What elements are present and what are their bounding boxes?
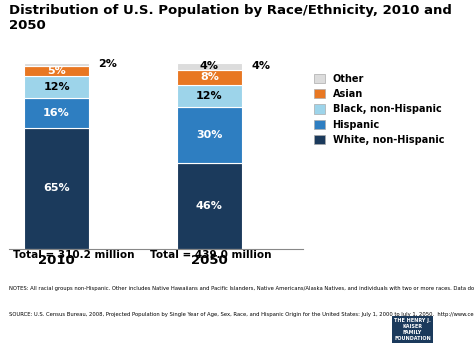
Bar <box>24 62 89 66</box>
Text: 12%: 12% <box>196 91 223 101</box>
Bar <box>177 163 242 248</box>
Text: 30%: 30% <box>196 130 222 140</box>
Bar <box>24 128 89 248</box>
Text: 12%: 12% <box>43 82 70 92</box>
Text: 5%: 5% <box>47 66 66 76</box>
Bar <box>24 66 89 76</box>
Bar <box>177 70 242 85</box>
Text: 4%: 4% <box>200 61 219 71</box>
Bar <box>24 98 89 128</box>
Text: Total = 310.2 million: Total = 310.2 million <box>13 250 134 260</box>
Legend: Other, Asian, Black, non-Hispanic, Hispanic, White, non-Hispanic: Other, Asian, Black, non-Hispanic, Hispa… <box>314 74 444 145</box>
Text: 4%: 4% <box>251 61 270 71</box>
Text: Distribution of U.S. Population by Race/Ethnicity, 2010 and
2050: Distribution of U.S. Population by Race/… <box>9 4 452 32</box>
Bar <box>24 76 89 98</box>
Text: 8%: 8% <box>200 72 219 82</box>
Text: 2%: 2% <box>98 59 117 70</box>
Text: THE HENRY J.
KAISER
FAMILY
FOUNDATION: THE HENRY J. KAISER FAMILY FOUNDATION <box>394 318 431 341</box>
Text: Total = 439.0 million: Total = 439.0 million <box>150 250 272 260</box>
Text: 65%: 65% <box>43 183 70 193</box>
Text: 46%: 46% <box>196 201 223 211</box>
Text: 16%: 16% <box>43 108 70 118</box>
Text: SOURCE: U.S. Census Bureau, 2008, Projected Population by Single Year of Age, Se: SOURCE: U.S. Census Bureau, 2008, Projec… <box>9 312 474 317</box>
Bar <box>177 62 242 70</box>
Bar <box>177 107 242 163</box>
Text: NOTES: All racial groups non-Hispanic. Other includes Native Hawaiians and Pacif: NOTES: All racial groups non-Hispanic. O… <box>9 286 474 291</box>
Bar <box>177 85 242 107</box>
